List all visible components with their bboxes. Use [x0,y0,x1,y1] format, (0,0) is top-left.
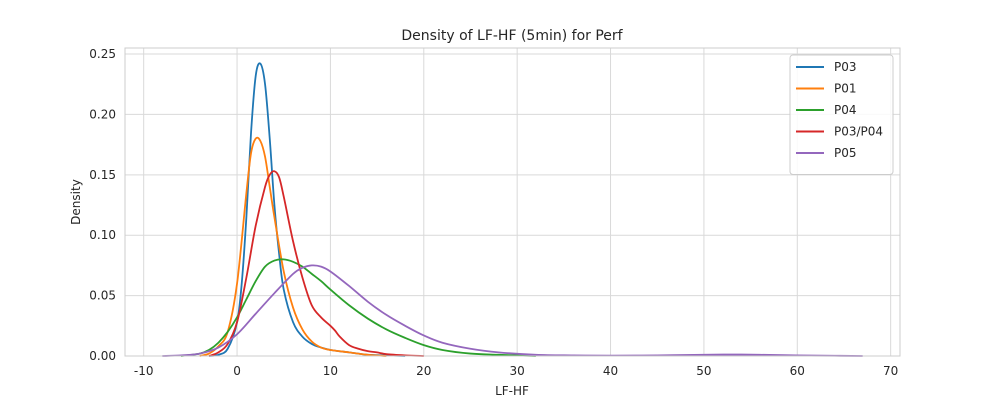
y-axis-label: Density [69,179,83,225]
series-line-p01 [199,136,387,357]
legend-label-p01: P01 [834,82,857,96]
y-tick-label: 0.05 [89,289,116,303]
legend: P03 P01 P04 P03/P04 P05 [789,54,894,175]
x-tick-label: 70 [883,364,898,378]
x-axis-label: LF-HF [495,384,529,398]
legend-label-p03-p04: P03/P04 [834,125,883,139]
legend-label-p05: P05 [834,146,857,160]
series-line-p04 [180,258,536,357]
series-layer [162,62,863,357]
series-line-p05 [162,264,863,357]
legend-label-p03: P03 [834,60,857,74]
y-tick-labels: 0.00 0.05 0.10 0.15 0.20 0.25 [89,47,116,363]
plot-frame [124,47,901,357]
y-tick-label: 0.00 [89,349,116,363]
x-tick-label: 30 [510,364,525,378]
x-tick-label: 50 [696,364,711,378]
x-tick-label: 40 [603,364,618,378]
x-tick-label: -10 [134,364,154,378]
x-tick-label: 20 [416,364,431,378]
x-tick-label: 60 [790,364,805,378]
chart-title: Density of LF-HF (5min) for Perf [401,28,623,44]
legend-label-p04: P04 [834,103,857,117]
x-tick-label: 0 [233,364,241,378]
x-tick-label: 10 [323,364,338,378]
x-tick-labels: -10 0 10 20 30 40 50 60 70 [134,364,898,378]
series-line-p03-p04 [208,170,424,357]
y-tick-label: 0.25 [89,47,116,61]
y-tick-label: 0.20 [89,107,116,121]
y-tick-label: 0.15 [89,168,116,182]
y-tick-label: 0.10 [89,228,116,242]
legend-box [789,54,894,175]
